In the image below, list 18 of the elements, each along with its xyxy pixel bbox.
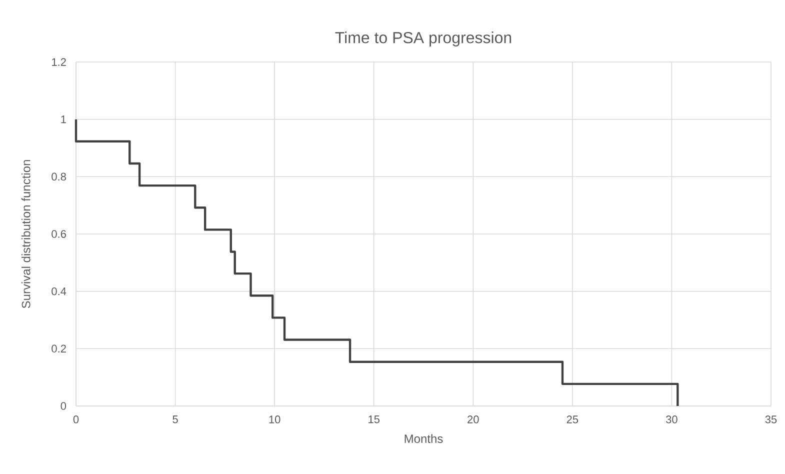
x-tick-label: 30 (666, 416, 678, 424)
x-axis-title: Months (404, 434, 443, 443)
x-tick-label: 15 (368, 416, 380, 424)
x-tick-label: 10 (269, 416, 280, 424)
y-tick-label: 0.4 (52, 287, 66, 296)
y-tick-label: 0.6 (52, 230, 66, 238)
y-axis-title: Survival distribution function (22, 160, 30, 308)
y-tick-label: 0.2 (52, 344, 66, 353)
y-tick-label: 0 (60, 402, 66, 410)
chart-title: Time to PSA progression (335, 32, 512, 46)
y-tick-label: 1.2 (52, 58, 66, 66)
x-tick-label: 5 (172, 416, 178, 424)
x-tick-label: 25 (566, 416, 578, 424)
x-tick-label: 20 (468, 416, 479, 424)
y-tick-label: 1 (61, 116, 66, 124)
x-tick-label: 35 (765, 416, 777, 424)
y-tick-label: 0.8 (52, 172, 66, 181)
x-tick-label: 0 (73, 416, 79, 424)
